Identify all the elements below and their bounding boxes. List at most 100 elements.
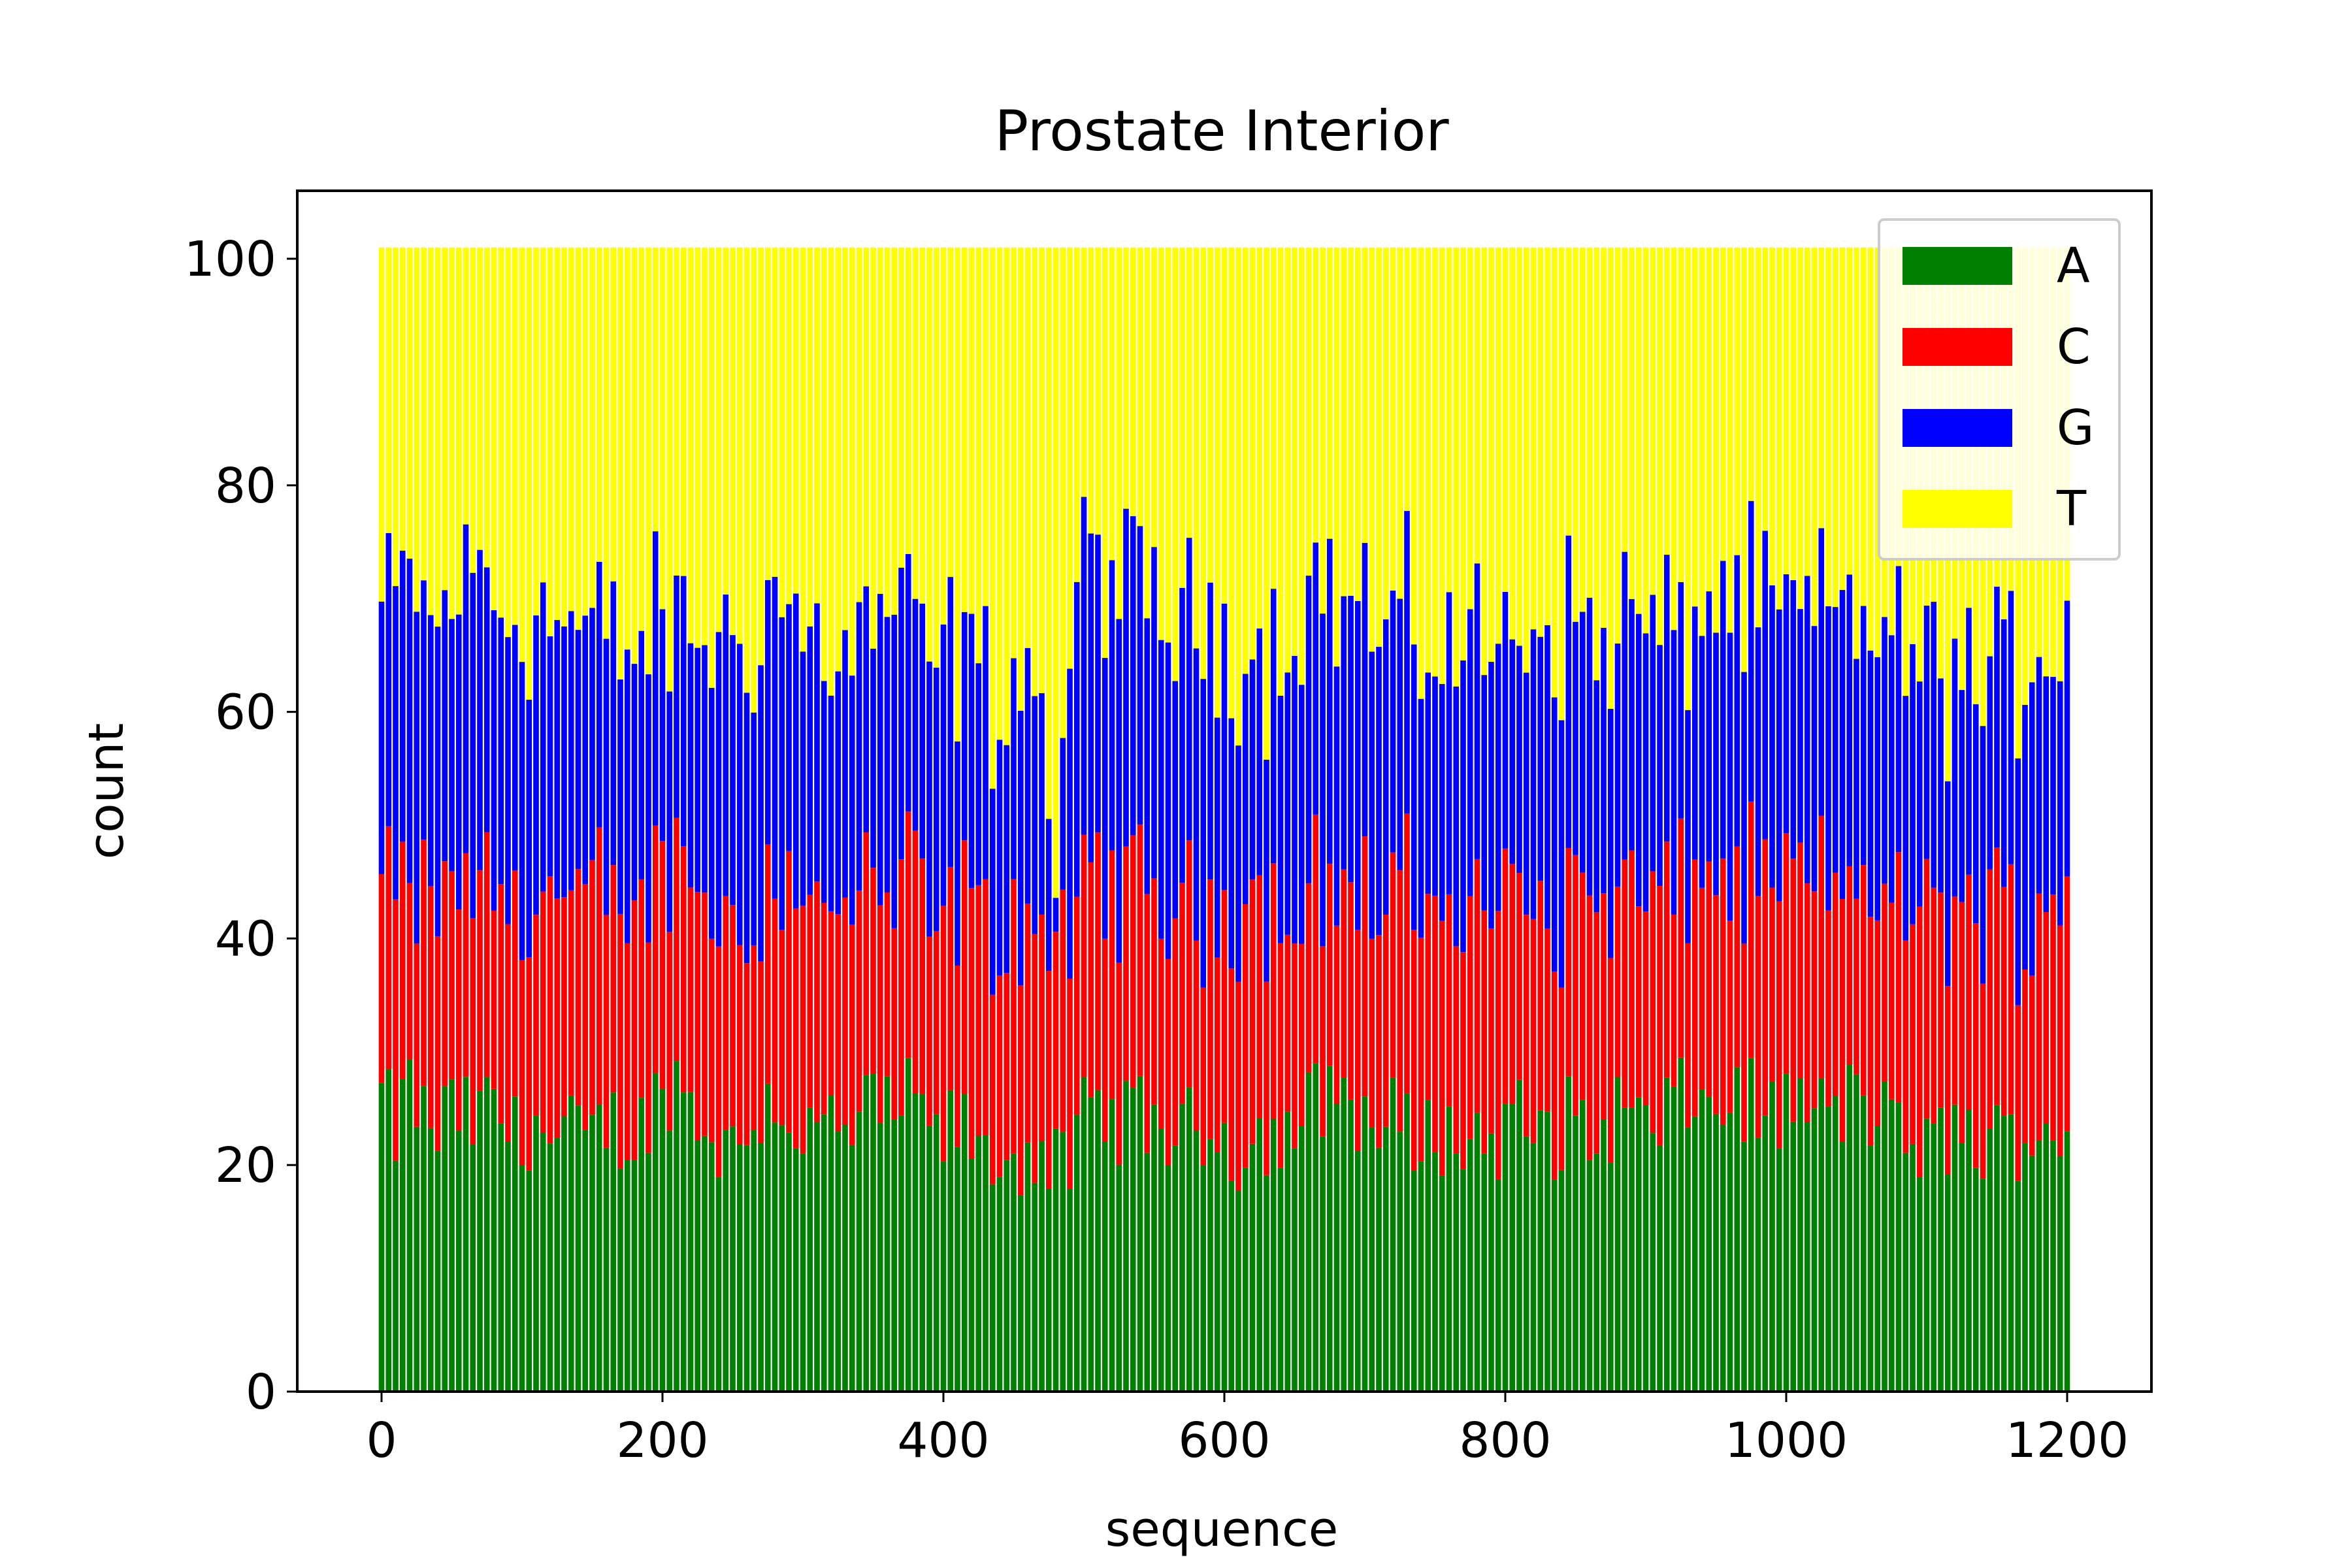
bar-G-740 — [1418, 698, 1424, 938]
legend-label-C: C — [2057, 319, 2091, 375]
bar-T-720 — [1390, 247, 1396, 591]
bar-G-55 — [455, 614, 462, 910]
bar-A-130 — [561, 1116, 567, 1392]
bar-T-985 — [1762, 247, 1769, 531]
bar-C-925 — [1678, 818, 1684, 1058]
bar-A-855 — [1579, 1100, 1586, 1392]
bar-G-1130 — [1966, 608, 1972, 875]
bar-T-1055 — [1860, 247, 1867, 606]
bar-T-900 — [1642, 247, 1649, 634]
bar-G-465 — [1032, 696, 1038, 934]
bar-T-1050 — [1854, 247, 1859, 659]
bar-C-100 — [519, 960, 525, 1165]
bar-A-380 — [912, 1093, 919, 1392]
bar-A-290 — [786, 1132, 792, 1392]
bar-C-155 — [596, 827, 602, 1105]
bar-A-580 — [1193, 1130, 1200, 1392]
bar-C-990 — [1769, 887, 1775, 1081]
bar-A-700 — [1362, 1096, 1368, 1392]
bar-A-620 — [1249, 1143, 1256, 1392]
bar-C-370 — [898, 859, 904, 1116]
bar-T-700 — [1362, 247, 1368, 543]
bar-G-640 — [1277, 695, 1284, 943]
bar-C-35 — [427, 886, 434, 1128]
bar-A-555 — [1158, 1128, 1164, 1392]
bar-A-545 — [1144, 1152, 1151, 1392]
bar-T-365 — [891, 247, 898, 615]
bar-G-385 — [919, 603, 926, 859]
bar-A-1020 — [1811, 1108, 1818, 1392]
bar-G-565 — [1172, 681, 1179, 919]
bar-T-70 — [477, 247, 483, 550]
bar-T-55 — [455, 247, 462, 615]
bar-T-5 — [385, 247, 392, 533]
bar-T-295 — [792, 247, 799, 594]
bar-T-260 — [743, 247, 750, 693]
bar-A-515 — [1102, 1141, 1108, 1392]
bar-C-255 — [736, 945, 743, 1145]
bar-C-235 — [708, 938, 715, 1143]
bar-T-500 — [1081, 247, 1087, 497]
bar-T-905 — [1650, 247, 1656, 595]
bar-G-410 — [955, 741, 960, 966]
bar-A-705 — [1369, 1127, 1375, 1392]
bar-G-470 — [1039, 693, 1045, 915]
bar-C-210 — [674, 817, 679, 1062]
bar-A-420 — [968, 1158, 975, 1392]
bar-T-430 — [983, 247, 988, 606]
bar-G-1140 — [1980, 726, 1986, 984]
bar-C-240 — [715, 946, 722, 1177]
bar-G-975 — [1748, 500, 1754, 802]
bar-T-995 — [1776, 247, 1782, 610]
bar-T-255 — [736, 247, 743, 644]
bar-G-890 — [1629, 598, 1635, 851]
bar-G-165 — [610, 581, 617, 866]
bar-T-820 — [1530, 247, 1537, 630]
bar-C-595 — [1214, 957, 1220, 1153]
bar-T-840 — [1558, 247, 1565, 721]
bar-T-105 — [526, 247, 532, 700]
bar-C-0 — [378, 874, 385, 1083]
bar-T-275 — [764, 247, 771, 580]
bar-T-680 — [1333, 247, 1340, 667]
bar-C-550 — [1151, 878, 1157, 1105]
bar-T-510 — [1095, 247, 1101, 535]
bar-T-250 — [730, 247, 736, 636]
bar-A-985 — [1762, 1115, 1769, 1392]
bar-C-355 — [877, 905, 883, 1123]
bar-T-210 — [674, 247, 679, 576]
bar-T-290 — [786, 247, 792, 604]
bar-G-770 — [1460, 660, 1466, 953]
bar-C-325 — [835, 914, 841, 1132]
bar-C-735 — [1411, 930, 1417, 1171]
bar-C-1190 — [2050, 894, 2056, 1141]
bar-G-110 — [533, 615, 539, 915]
bar-C-980 — [1755, 896, 1761, 1138]
bar-T-315 — [821, 247, 827, 681]
bar-A-305 — [807, 1107, 813, 1392]
bar-G-585 — [1200, 679, 1207, 988]
bar-T-665 — [1313, 247, 1319, 543]
bar-G-1025 — [1818, 528, 1825, 816]
x-axis: 0 200 400 600 800 1000 1200 — [366, 1392, 2129, 1469]
bar-T-705 — [1369, 247, 1375, 652]
bar-T-1030 — [1825, 247, 1831, 606]
bar-C-1090 — [1910, 924, 1916, 1144]
bar-C-695 — [1354, 930, 1361, 1151]
bar-C-875 — [1607, 958, 1614, 1163]
bar-T-470 — [1039, 247, 1045, 693]
bar-A-895 — [1635, 1097, 1642, 1392]
bar-G-1115 — [1944, 781, 1951, 987]
bar-G-290 — [786, 604, 792, 851]
bar-A-120 — [547, 1143, 553, 1392]
bar-G-430 — [983, 606, 988, 879]
bar-A-540 — [1137, 1075, 1143, 1392]
bar-T-285 — [779, 247, 785, 617]
bar-T-855 — [1579, 247, 1586, 612]
bar-T-385 — [919, 247, 926, 604]
bar-G-1105 — [1931, 602, 1937, 888]
bar-T-950 — [1713, 247, 1719, 633]
bar-G-1150 — [1994, 587, 2000, 848]
bar-G-795 — [1495, 644, 1501, 911]
